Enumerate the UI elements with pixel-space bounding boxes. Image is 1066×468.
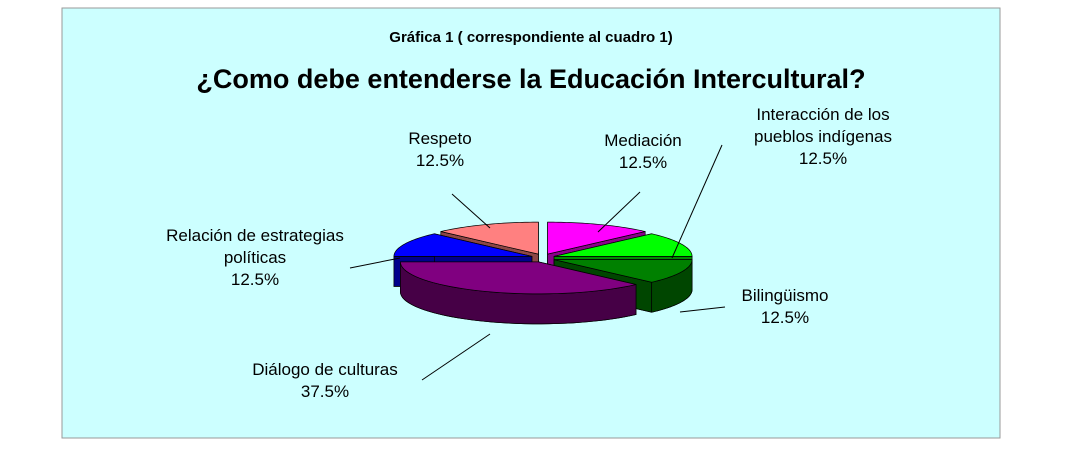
value-label: 12.5% <box>798 149 848 168</box>
data-label: Mediación 12.5% <box>588 130 698 174</box>
slice-top <box>547 221 646 255</box>
chart-title: Gráfica 1 ( correspondiente al cuadro 1) <box>389 29 672 46</box>
slice-top <box>554 233 693 257</box>
category-label: Relación de estrategias políticas <box>166 226 344 267</box>
value-label: 12.5% <box>760 308 810 327</box>
category-label: Diálogo de culturas <box>252 360 398 379</box>
leader-line <box>671 144 723 259</box>
slice-top <box>400 261 637 295</box>
data-label: Interacción de los pueblos indígenas 12.5… <box>728 104 918 170</box>
data-label: Relación de estrategias políticas 12.5% <box>155 225 355 291</box>
data-label: Bilingüismo 12.5% <box>715 285 855 329</box>
slice-top <box>393 233 532 257</box>
pie <box>393 221 693 325</box>
leader-line <box>679 306 726 313</box>
category-label: Bilingüismo <box>741 286 829 305</box>
category-label: Mediación <box>604 131 682 150</box>
data-label: Respeto 12.5% <box>385 128 495 172</box>
data-label: Diálogo de culturas 37.5% <box>225 359 425 403</box>
slice-top <box>554 259 693 283</box>
value-label: 12.5% <box>618 153 668 172</box>
value-label: 12.5% <box>415 151 465 170</box>
pie-slice <box>400 261 637 325</box>
value-label: 12.5% <box>230 270 280 289</box>
value-label: 37.5% <box>300 382 350 401</box>
leader-line <box>597 191 641 233</box>
chart-subtitle: ¿Como debe entenderse la Educación Inter… <box>196 64 865 94</box>
leader-line <box>421 333 491 381</box>
leader-line <box>349 257 401 269</box>
leader-lines <box>349 144 726 381</box>
category-label: Respeto <box>408 129 472 148</box>
leader-line <box>451 193 491 229</box>
category-label: Interacción de los pueblos indígenas <box>753 105 892 146</box>
